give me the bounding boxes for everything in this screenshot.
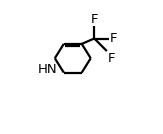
- Text: F: F: [110, 32, 118, 45]
- Text: HN: HN: [38, 63, 58, 76]
- Text: F: F: [108, 51, 116, 64]
- Text: F: F: [91, 12, 98, 25]
